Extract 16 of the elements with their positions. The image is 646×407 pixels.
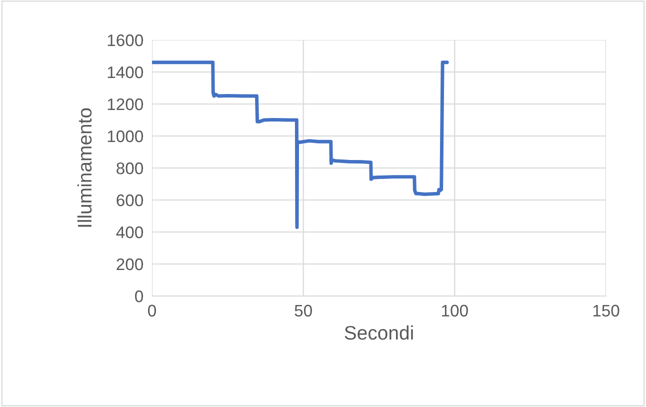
x-tick-label: 150 xyxy=(593,304,620,317)
y-tick-label: 600 xyxy=(116,194,144,206)
y-tick-label: 1000 xyxy=(108,130,144,142)
y-tick-label: 400 xyxy=(116,226,144,238)
y-tick-label: 800 xyxy=(116,162,144,174)
x-tick-label: 0 xyxy=(148,304,156,317)
y-tick-label: 0 xyxy=(135,290,144,302)
y-tick-label: 1600 xyxy=(108,34,144,46)
x-axis-title: Secondi xyxy=(344,325,413,340)
y-axis-title: Illuminamento xyxy=(77,108,92,227)
y-tick-label: 1200 xyxy=(108,98,144,110)
y-tick-label: 200 xyxy=(116,258,144,270)
y-tick-label: 1400 xyxy=(108,66,144,78)
x-tick-label: 100 xyxy=(442,304,468,317)
x-tick-label: 50 xyxy=(294,304,312,317)
line-series xyxy=(152,60,449,229)
